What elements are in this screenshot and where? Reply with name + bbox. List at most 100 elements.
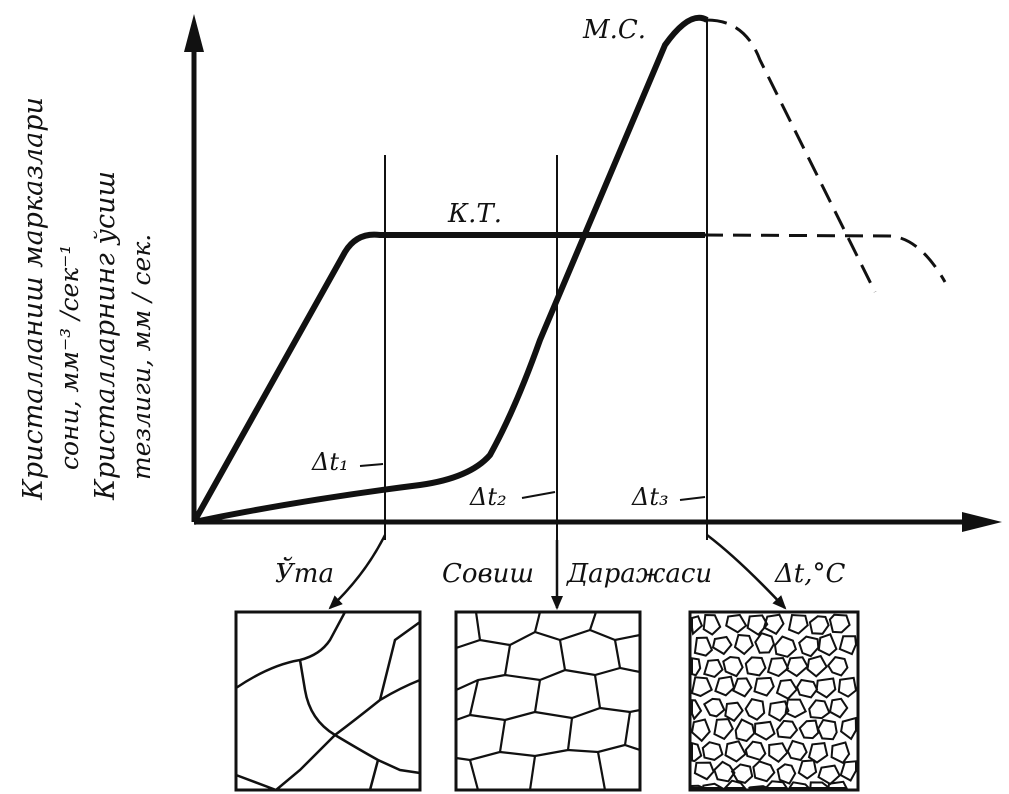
fine-grain <box>703 658 724 679</box>
fine-grain <box>713 760 736 783</box>
fine-grain <box>807 742 829 764</box>
microstructure-panel-fine <box>688 610 860 792</box>
fine-grain <box>775 678 798 700</box>
fine-grain <box>730 763 754 785</box>
fine-grain <box>722 779 747 789</box>
fine-grain <box>744 740 767 762</box>
fine-grain <box>701 782 726 789</box>
fine-grain <box>752 760 776 783</box>
fine-grain <box>691 741 703 763</box>
fine-grain <box>815 677 837 699</box>
y-axis-label-line3: Кристалларнинг ўсиш <box>90 171 121 501</box>
fine-grain <box>713 718 734 741</box>
dt1-label: Δt₁ <box>311 448 349 476</box>
fine-grain <box>744 697 766 721</box>
kt-curve-solid <box>191 231 705 524</box>
fine-grain <box>722 655 744 678</box>
fine-grain <box>753 676 775 697</box>
x-axis-word-3: Даражаси <box>566 559 712 589</box>
fine-grain <box>806 654 828 678</box>
fine-grain <box>733 633 754 656</box>
dt3-leader <box>679 496 706 501</box>
fine-grain <box>795 678 819 699</box>
x-axis-word-2: Совиш <box>442 559 534 589</box>
fine-grain <box>746 614 769 637</box>
y-axis-arrowhead <box>184 14 204 52</box>
fine-grain <box>768 742 789 763</box>
fine-grain <box>776 763 797 785</box>
fine-grain <box>840 716 858 741</box>
fine-grain <box>798 635 820 658</box>
fine-grain <box>762 613 785 636</box>
fine-grain <box>809 781 833 789</box>
fine-grain <box>766 656 790 678</box>
fine-grain <box>734 718 756 743</box>
y-axis-label-line1: Кристалланиш марказлари <box>18 97 49 501</box>
fine-grain <box>773 635 798 658</box>
fine-grain <box>785 656 809 678</box>
fine-grain <box>732 677 753 698</box>
arrow-to-panel-3 <box>706 534 787 610</box>
fine-grain <box>744 656 767 677</box>
fine-grain <box>763 780 789 789</box>
y-axis-label-line2: сони, мм⁻³ /сек⁻¹ <box>55 244 84 470</box>
fine-grain <box>838 635 858 656</box>
x-axis-word-1: Ўта <box>275 556 334 589</box>
y-axis-label-line4: тезлиги, мм / сек. <box>127 234 156 480</box>
fine-grain <box>714 675 736 697</box>
x-axis-arrowhead <box>962 512 1002 532</box>
fine-grain <box>787 613 809 635</box>
mc-curve-label: М.С. <box>582 15 646 45</box>
fine-grain <box>768 700 790 722</box>
fine-grain <box>690 718 711 743</box>
x-axis-word-4: Δt,°С <box>774 559 845 589</box>
fine-grain <box>691 699 703 721</box>
fine-grain <box>702 697 726 718</box>
fine-grain <box>786 739 808 762</box>
fine-grain <box>776 719 799 739</box>
arrow-to-panel-1 <box>328 534 387 610</box>
fine-grain <box>725 613 748 634</box>
y-axis-label: Кристалланиш марказлари сони, мм⁻³ /сек⁻… <box>18 97 156 501</box>
fine-grain <box>828 697 849 719</box>
dt2-label: Δt₂ <box>469 483 507 511</box>
fine-grain <box>702 613 722 636</box>
fine-grain <box>808 699 831 720</box>
dt1-leader <box>359 463 384 467</box>
mc-curve-solid <box>193 14 709 525</box>
fine-grain <box>748 785 768 789</box>
fine-grain <box>827 780 849 789</box>
fine-grain <box>837 676 858 698</box>
fine-grain <box>839 760 857 782</box>
fine-grain <box>754 632 775 654</box>
fine-grain <box>693 761 715 781</box>
fine-grain <box>830 741 851 765</box>
dt3-label: Δt₃ <box>631 483 669 511</box>
kt-curve-label: К.Т. <box>447 199 502 229</box>
fine-grain <box>711 635 733 656</box>
microstructure-panel-medium <box>454 610 642 792</box>
fine-grain <box>817 633 838 657</box>
dt2-leader <box>521 491 556 499</box>
fine-grain <box>693 636 714 657</box>
fine-grain <box>784 698 808 719</box>
fine-grain <box>690 676 713 698</box>
axes <box>184 14 1002 532</box>
kt-curve-dashed <box>704 233 947 283</box>
fine-grain <box>826 656 849 677</box>
reference-lines <box>384 20 708 605</box>
fine-grain <box>691 615 704 636</box>
fine-grain <box>753 720 776 741</box>
fine-grain <box>816 718 838 741</box>
fine-grain <box>724 701 744 723</box>
fine-grain <box>798 719 820 740</box>
fine-grain <box>808 615 830 635</box>
fine-grain <box>787 781 812 789</box>
fine-grain <box>797 759 818 780</box>
fine-grain <box>828 613 851 634</box>
fine-grain <box>724 740 747 763</box>
fine-grain <box>691 784 705 789</box>
fine-grain <box>701 741 724 761</box>
panel-arrows <box>328 534 787 610</box>
microstructure-panel-coarse <box>234 610 422 792</box>
